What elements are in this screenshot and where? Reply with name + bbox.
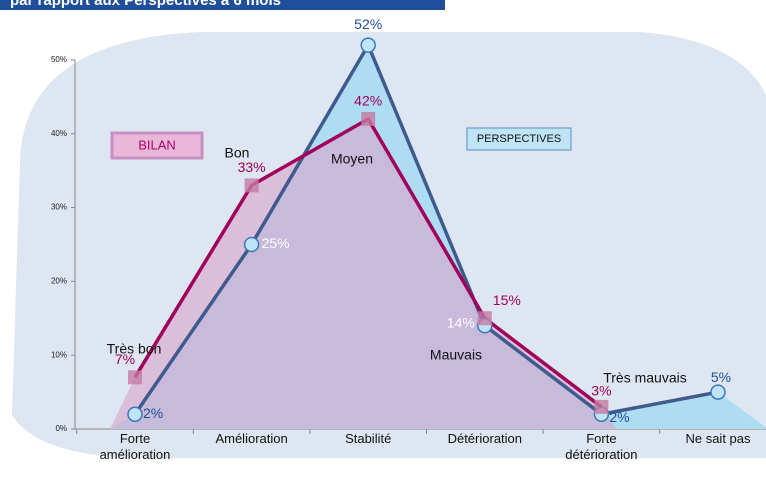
y-tick-label: 50% bbox=[51, 55, 67, 64]
annotation: Très bon bbox=[107, 341, 162, 357]
annotation: Mauvais bbox=[430, 347, 482, 363]
data-label: 33% bbox=[238, 159, 266, 175]
legend-box bbox=[466, 127, 572, 151]
y-tick-label: 0% bbox=[55, 424, 67, 433]
y-tick-label: 20% bbox=[51, 276, 67, 285]
x-tick-label: Ne sait pas bbox=[685, 431, 751, 446]
marker bbox=[128, 370, 142, 385]
y-tick-label: 40% bbox=[51, 129, 67, 138]
marker bbox=[594, 399, 609, 414]
data-label: 2% bbox=[609, 409, 629, 425]
marker bbox=[360, 37, 376, 53]
data-label: 15% bbox=[493, 292, 521, 308]
legend-box bbox=[110, 131, 204, 160]
y-tick-label: 30% bbox=[51, 203, 67, 212]
marker bbox=[243, 236, 260, 253]
chart-title: par rapport aux Perspectives à 6 mois bbox=[10, 0, 281, 9]
data-label: 25% bbox=[262, 235, 290, 251]
x-tick-label: Amélioration bbox=[215, 431, 288, 446]
y-tick-label: 10% bbox=[51, 350, 67, 359]
marker bbox=[244, 178, 259, 193]
annotation: Bon bbox=[225, 145, 250, 161]
data-label: 7% bbox=[115, 351, 135, 367]
marker bbox=[710, 384, 726, 400]
data-label: 5% bbox=[711, 369, 731, 385]
legend-label: PERSPECTIVES bbox=[477, 133, 561, 145]
data-label: 3% bbox=[591, 383, 611, 399]
data-label: 42% bbox=[354, 93, 382, 109]
data-label: 14% bbox=[447, 314, 475, 330]
legend-label: BILAN bbox=[138, 137, 176, 152]
x-tick-label: Détérioration bbox=[447, 431, 523, 446]
x-tick-label: Stabilité bbox=[345, 431, 392, 446]
marker bbox=[361, 111, 376, 126]
x-tick-label: Forte amélioration bbox=[99, 431, 171, 462]
data-label: 52% bbox=[354, 16, 382, 32]
annotation: Moyen bbox=[331, 151, 373, 167]
line bbox=[133, 43, 719, 416]
data-label: 2% bbox=[143, 405, 163, 421]
annotation: Très mauvais bbox=[603, 370, 687, 386]
area bbox=[110, 118, 617, 430]
marker bbox=[477, 311, 492, 326]
x-tick-label: Forte détérioration bbox=[565, 431, 638, 462]
marker bbox=[127, 406, 143, 422]
header-bar bbox=[0, 0, 445, 10]
